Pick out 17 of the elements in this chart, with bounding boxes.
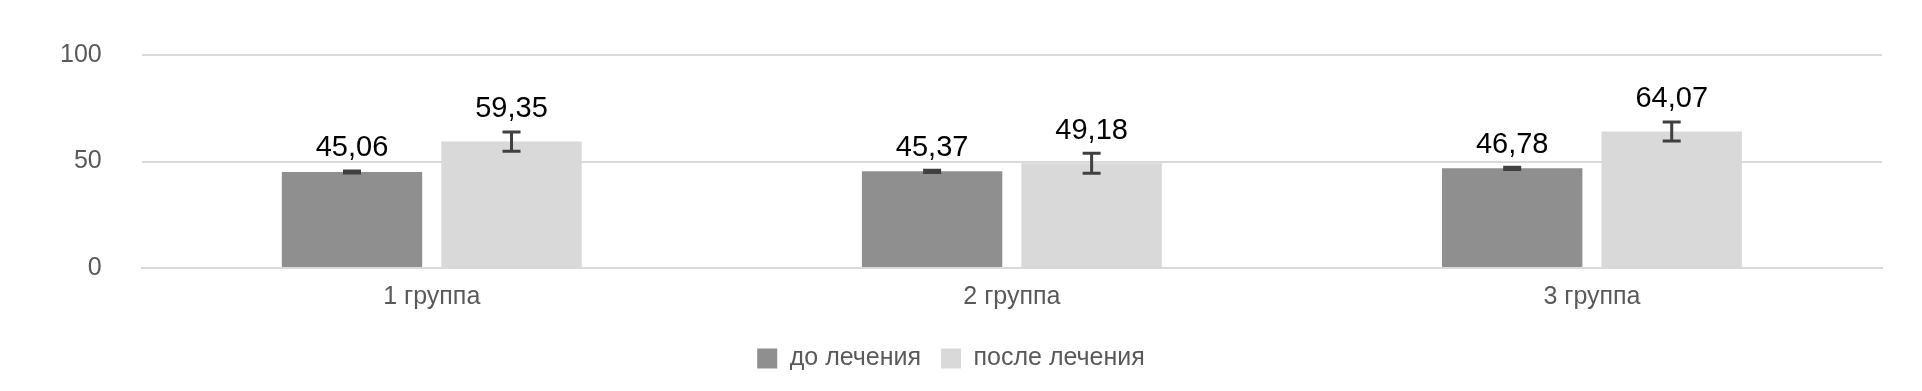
- x-tick-label: 3 группа: [1543, 280, 1641, 309]
- x-tick-label: 1 группа: [383, 280, 481, 309]
- legend-label: после лечения: [973, 342, 1145, 371]
- y-tick-label: 50: [73, 145, 102, 174]
- data-label: 46,78: [1475, 126, 1549, 159]
- y-tick-label: 100: [59, 38, 102, 67]
- bar: [1442, 168, 1583, 267]
- x-tick-label: 2 группа: [963, 280, 1061, 309]
- bar: [281, 172, 423, 267]
- data-label: 59,35: [475, 91, 548, 124]
- data-label: 49,18: [1055, 112, 1128, 145]
- data-label: 45,06: [315, 130, 389, 163]
- bar: [861, 171, 1003, 267]
- y-tick-label: 0: [87, 251, 102, 280]
- data-label: 45,37: [895, 129, 969, 162]
- legend-label: до лечения: [789, 342, 922, 371]
- data-label: 64,07: [1635, 81, 1708, 114]
